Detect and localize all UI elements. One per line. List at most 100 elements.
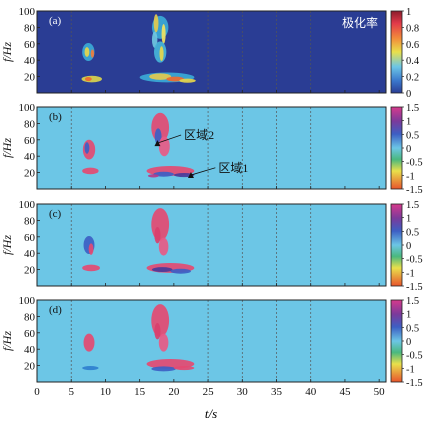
- x-tick-label: 10: [100, 386, 112, 398]
- colorbar-tick-label: 1: [406, 117, 411, 128]
- y-tick-label: 80: [24, 118, 36, 130]
- panel-1: 20 40 60 80 100 f/Hz (a) 极化率 1 0.8 0.6 0.4 0.2 0: [0, 6, 420, 100]
- annotation-arrowhead: [187, 172, 194, 179]
- colorbar-tick-label: 1: [406, 310, 411, 321]
- colorbar-tick-label: 1.5: [406, 103, 419, 114]
- y-tick-label: 100: [19, 199, 36, 211]
- panel-frame: [36, 10, 387, 94]
- colorbar-tick-label: 0.5: [406, 227, 419, 238]
- data-blob: [173, 366, 195, 371]
- annotation-leader-line: [157, 134, 182, 144]
- panel-annotation: 极化率: [342, 15, 378, 30]
- data-blob: [151, 267, 173, 273]
- colorbar-tick-label: 0: [406, 241, 411, 252]
- y-tick-label: 60: [24, 135, 36, 147]
- data-blob: [158, 333, 169, 352]
- colorbar-tick-label: 0.5: [406, 130, 419, 141]
- panel-label: (a): [49, 15, 62, 27]
- data-blob: [151, 366, 176, 372]
- y-tick-label: 60: [24, 232, 36, 244]
- colorbar-tick-label: -0.5: [406, 158, 423, 169]
- data-blob: [90, 49, 95, 58]
- y-tick-label: 60: [24, 39, 36, 51]
- y-tick-label: 100: [19, 102, 36, 114]
- panel-3: 20 40 60 80 100 f/Hz (c) 1.5 1 0.5 0 -0.5 -1 -1.5: [0, 199, 423, 293]
- x-tick-label: 50: [374, 386, 386, 398]
- y-tick-label: 40: [24, 344, 36, 356]
- panel-label: (c): [49, 208, 62, 220]
- panel-background: [37, 204, 386, 286]
- x-tick-label: 40: [305, 386, 317, 398]
- panel-background: [37, 107, 386, 189]
- data-blob: [83, 333, 95, 352]
- data-blob: [82, 366, 99, 371]
- colorbar: [390, 106, 403, 190]
- data-blob: [88, 243, 94, 255]
- colorbar-tick-label: 0.5: [406, 323, 419, 334]
- y-axis-label: f/Hz: [0, 42, 14, 62]
- colorbar-tick-label: -1: [406, 268, 415, 279]
- x-tick-label: 35: [271, 386, 283, 398]
- y-tick-label: 80: [24, 215, 36, 227]
- data-blob: [84, 77, 92, 82]
- data-blob: [158, 237, 169, 256]
- region-label: 区域1: [218, 161, 248, 175]
- colorbar-tick-label: 1: [406, 7, 411, 18]
- panel-frame: [36, 106, 387, 190]
- x-axis-label: t/s: [205, 406, 217, 421]
- data-blob: [149, 73, 172, 80]
- y-axis-label: f/Hz: [0, 235, 14, 255]
- y-tick-label: 40: [24, 55, 36, 67]
- y-axis-label: f/Hz: [0, 138, 14, 158]
- colorbar-tick-label: 0.8: [406, 23, 419, 34]
- data-blob: [81, 75, 103, 83]
- data-blob: [147, 174, 159, 178]
- data-blob: [161, 24, 166, 44]
- colorbar-tick-label: 1: [406, 214, 411, 225]
- x-tick-label: 30: [237, 386, 249, 398]
- y-tick-label: 60: [24, 328, 36, 340]
- colorbar-tick-label: -0.5: [406, 351, 423, 362]
- data-blob: [151, 31, 158, 48]
- colorbar: [390, 10, 403, 94]
- colorbar-tick-label: -0.5: [406, 255, 423, 266]
- panel-label: (d): [49, 304, 62, 316]
- y-tick-label: 100: [19, 295, 36, 307]
- colorbar-tick-label: 1.5: [406, 200, 419, 211]
- panel-frame: [36, 203, 387, 287]
- panel-label: (b): [49, 111, 62, 123]
- y-axis-label: f/Hz: [0, 331, 14, 351]
- y-tick-label: 80: [24, 22, 36, 34]
- data-blob: [154, 226, 161, 244]
- colorbar-tick-label: -1: [406, 171, 415, 182]
- panel-4: 20 40 60 80 100 f/Hz (d) 1.5 1 0.5 0 -0.5 -1 -1.5: [0, 295, 423, 389]
- y-tick-label: 40: [24, 151, 36, 163]
- data-blob: [84, 47, 90, 57]
- region-label: 区域2: [184, 128, 214, 142]
- annotation-arrowhead: [154, 140, 161, 147]
- colorbar: [390, 203, 403, 287]
- x-tick-label: 25: [203, 386, 215, 398]
- colorbar-tick-label: -1.5: [406, 282, 423, 293]
- x-tick-label: 20: [168, 386, 180, 398]
- data-blob: [84, 142, 90, 154]
- colorbar-tick-label: 0.6: [406, 40, 419, 51]
- data-blob: [82, 264, 100, 272]
- data-blob: [159, 46, 164, 62]
- colorbar-tick-label: 0: [406, 89, 411, 100]
- y-tick-label: 20: [24, 361, 36, 373]
- colorbar-tick-label: 0: [406, 144, 411, 155]
- x-tick-label: 15: [134, 386, 146, 398]
- y-tick-label: 80: [24, 311, 36, 323]
- y-tick-label: 40: [24, 248, 36, 260]
- data-blob: [170, 268, 191, 274]
- colorbar: [390, 299, 403, 383]
- colorbar-tick-label: 0.2: [406, 73, 419, 84]
- y-tick-label: 20: [24, 265, 36, 277]
- y-tick-label: 20: [24, 168, 36, 180]
- data-blob: [154, 322, 161, 340]
- x-tick-label: 45: [339, 386, 351, 398]
- data-blob: [154, 128, 162, 145]
